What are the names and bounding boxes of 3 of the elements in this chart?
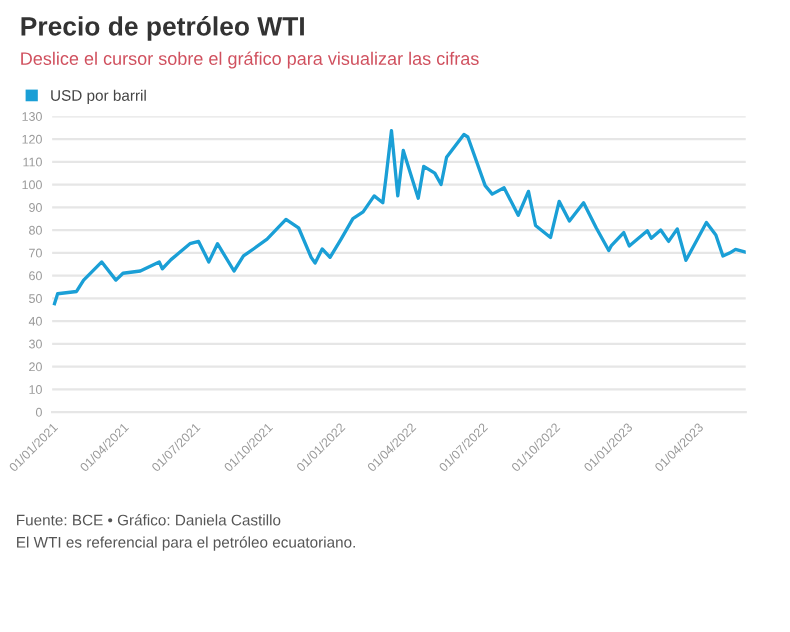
line-series bbox=[52, 128, 746, 306]
chart-subtitle: Deslice el cursor sobre el gráfico para visualizar las cifras bbox=[21, 51, 479, 69]
chart-title: Precio de petróleo WTI bbox=[21, 16, 304, 41]
